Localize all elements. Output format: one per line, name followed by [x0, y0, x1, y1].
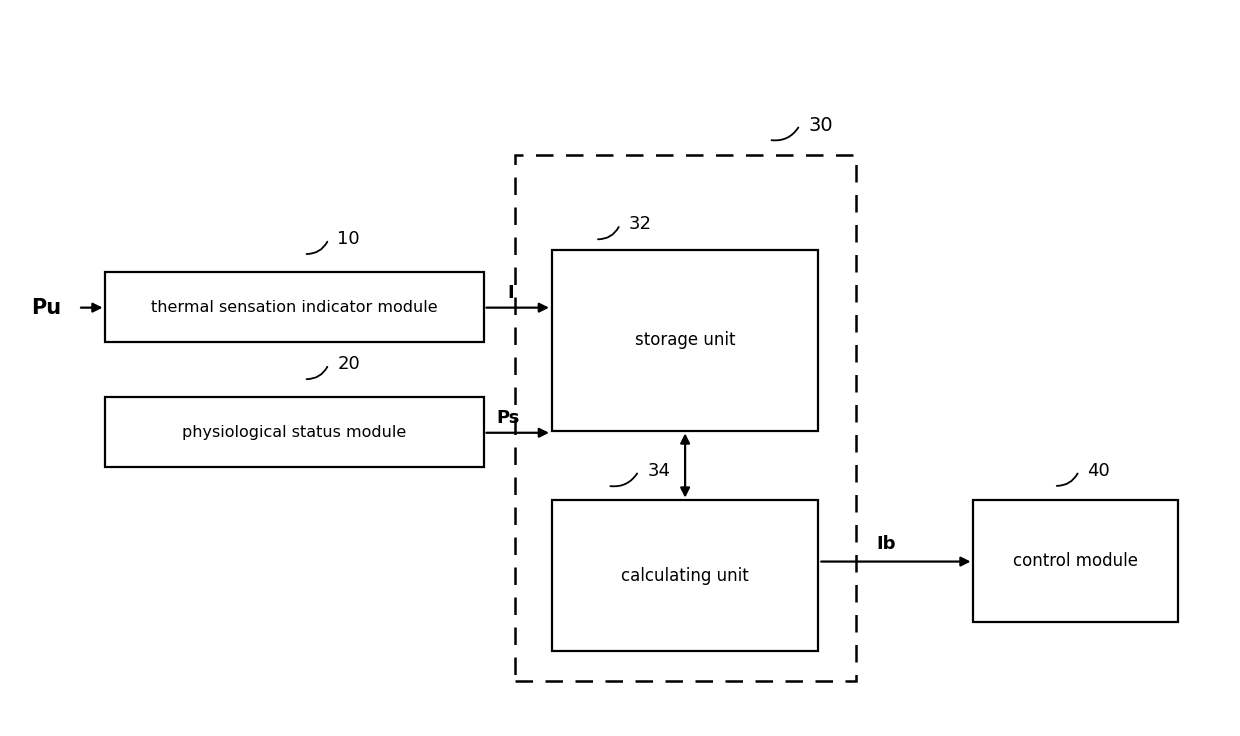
- Text: calculating unit: calculating unit: [621, 567, 749, 585]
- Text: 10: 10: [337, 230, 360, 248]
- Text: 30: 30: [808, 116, 833, 135]
- Text: control module: control module: [1013, 552, 1138, 570]
- Bar: [552, 250, 818, 431]
- Text: thermal sensation indicator module: thermal sensation indicator module: [151, 300, 438, 315]
- Text: 32: 32: [629, 216, 652, 233]
- Text: 34: 34: [647, 462, 671, 480]
- Text: I: I: [507, 284, 515, 302]
- Bar: [515, 155, 856, 681]
- Text: Ps: Ps: [496, 409, 520, 427]
- Text: 40: 40: [1087, 462, 1110, 480]
- Text: storage unit: storage unit: [635, 331, 735, 350]
- Bar: [105, 397, 484, 467]
- Text: Pu: Pu: [31, 297, 61, 318]
- Bar: [105, 272, 484, 342]
- Bar: [552, 500, 818, 651]
- Text: 20: 20: [337, 355, 360, 373]
- Text: Ib: Ib: [877, 536, 897, 553]
- Bar: [973, 500, 1178, 622]
- Text: physiological status module: physiological status module: [182, 425, 407, 440]
